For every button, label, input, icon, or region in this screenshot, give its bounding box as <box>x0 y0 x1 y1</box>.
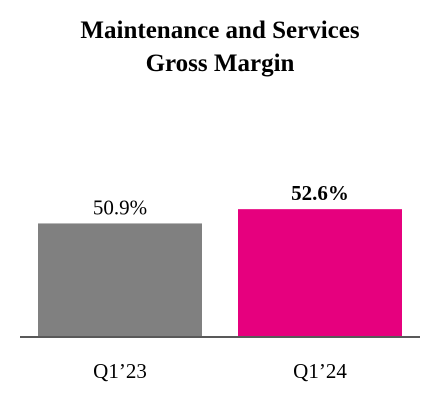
data-label-2: 52.6% <box>291 181 349 205</box>
bars-group: 50.9% 52.6% <box>38 181 402 336</box>
x-tick-labels: Q1’23 Q1’24 <box>93 359 347 383</box>
x-tick-label-1: Q1’23 <box>93 359 147 383</box>
chart-title-line-2: Gross Margin <box>146 50 295 77</box>
chart-title-line-1: Maintenance and Services <box>80 17 359 44</box>
bar-2 <box>238 209 402 336</box>
x-tick-label-2: Q1’24 <box>293 359 347 383</box>
bar-1 <box>38 223 202 336</box>
data-label-1: 50.9% <box>93 195 147 219</box>
